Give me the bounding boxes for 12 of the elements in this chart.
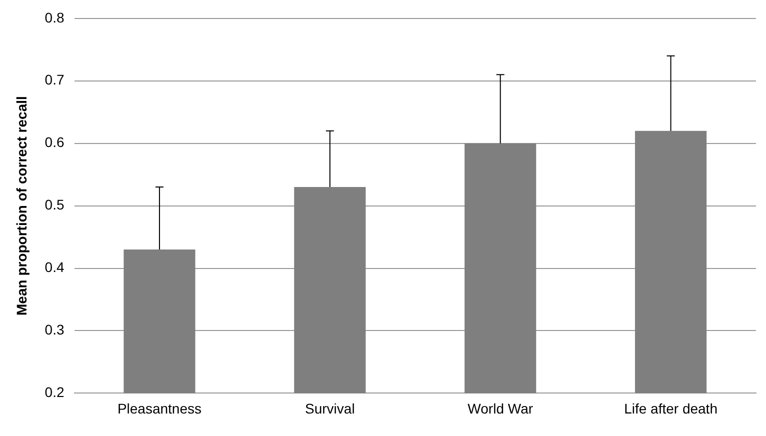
x-tick-label: Life after death bbox=[624, 400, 718, 416]
x-tick-label: World War bbox=[468, 400, 534, 416]
y-tick-label: 0.3 bbox=[44, 322, 64, 338]
y-tick-label: 0.5 bbox=[44, 196, 64, 213]
y-tick-label: 0.4 bbox=[44, 259, 64, 276]
y-axis-title: Mean proportion of correct recall bbox=[13, 96, 30, 316]
y-tick-label: 0.7 bbox=[44, 72, 64, 88]
y-tick-label: 0.2 bbox=[44, 384, 64, 400]
y-tick-label: 0.6 bbox=[44, 134, 64, 150]
x-tick-label: Survival bbox=[305, 400, 355, 416]
x-tick-label: Pleasantness bbox=[117, 400, 202, 416]
y-tick-label: 0.8 bbox=[44, 9, 64, 26]
